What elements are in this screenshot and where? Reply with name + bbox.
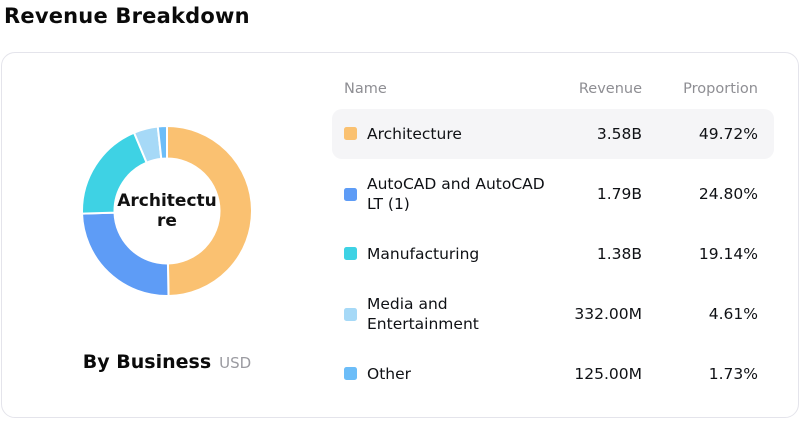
series-color-swatch xyxy=(344,127,357,141)
donut-slice[interactable] xyxy=(166,125,253,297)
series-color-swatch xyxy=(344,307,357,321)
column-header-revenue: Revenue xyxy=(578,81,642,97)
series-name: Manufacturing xyxy=(367,244,480,263)
series-name: Media and Entertainment xyxy=(367,294,479,333)
row-name-cell: AutoCAD and AutoCAD LT (1) xyxy=(344,174,558,214)
donut-chart-panel: Architecture By Business USD xyxy=(2,53,332,417)
legend-table: Name Revenue Proportion Architecture 3.5… xyxy=(332,53,798,417)
series-color-swatch xyxy=(344,187,357,201)
donut-svg[interactable] xyxy=(79,123,255,299)
donut-center-label: Architecture xyxy=(117,190,217,231)
page-title: Revenue Breakdown xyxy=(4,4,250,28)
series-proportion: 4.61% xyxy=(708,305,758,323)
series-revenue: 1.79B xyxy=(596,185,642,203)
series-color-swatch xyxy=(344,247,357,261)
series-revenue: 3.58B xyxy=(596,125,642,143)
chart-title: By Business xyxy=(82,351,212,373)
column-header-name: Name xyxy=(344,81,387,97)
donut-slice[interactable] xyxy=(156,125,168,160)
series-name: Other xyxy=(367,364,412,383)
row-name-cell: Other xyxy=(344,364,558,384)
series-color-swatch xyxy=(344,367,357,381)
series-proportion: 19.14% xyxy=(698,245,758,263)
table-row[interactable]: Architecture 3.58B 49.72% xyxy=(332,109,774,159)
table-header-row: Name Revenue Proportion xyxy=(332,79,774,99)
series-proportion: 1.73% xyxy=(708,365,758,383)
revenue-card: Architecture By Business USD Name Revenu… xyxy=(1,52,799,418)
series-revenue: 332.00M xyxy=(574,305,642,323)
table-row[interactable]: AutoCAD and AutoCAD LT (1) 1.79B 24.80% xyxy=(332,169,774,219)
series-revenue: 1.38B xyxy=(596,245,642,263)
series-name: Architecture xyxy=(367,124,462,143)
series-proportion: 49.72% xyxy=(698,125,758,143)
table-row[interactable]: Manufacturing 1.38B 19.14% xyxy=(332,229,774,279)
table-row[interactable]: Other 125.00M 1.73% xyxy=(332,349,774,399)
column-header-proportion: Proportion xyxy=(683,81,758,97)
table-row[interactable]: Media and Entertainment 332.00M 4.61% xyxy=(332,289,774,339)
row-name-cell: Media and Entertainment xyxy=(344,294,558,334)
series-name: AutoCAD and AutoCAD LT (1) xyxy=(367,174,545,213)
series-revenue: 125.00M xyxy=(574,365,642,383)
series-proportion: 24.80% xyxy=(698,185,758,203)
row-name-cell: Architecture xyxy=(344,124,558,144)
chart-footer: By Business USD xyxy=(83,351,251,373)
chart-unit: USD xyxy=(219,354,252,372)
donut-chart[interactable]: Architecture xyxy=(79,123,255,299)
row-name-cell: Manufacturing xyxy=(344,244,558,264)
